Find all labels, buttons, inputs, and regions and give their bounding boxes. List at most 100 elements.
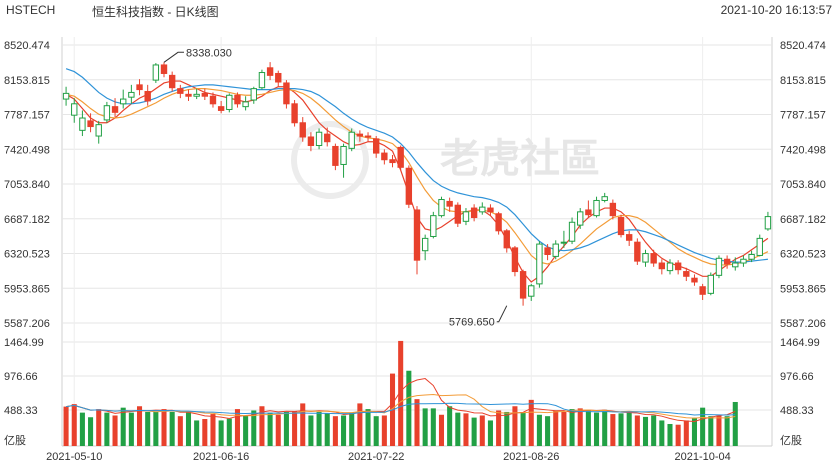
volume-bar [602,409,608,446]
candle-body [601,196,608,201]
candle-body [511,247,519,273]
volume-bar [667,423,673,446]
candle-body [756,237,763,256]
volume-tick-right: 488.33 [780,405,814,417]
volume-bar [112,415,118,446]
candle-body [340,145,347,165]
price-tick-right: 5587.206 [780,318,826,330]
volume-bar [610,414,616,446]
candle-body [699,286,706,295]
volume-bar [169,411,175,446]
candle-body [405,167,413,205]
volume-tick-right: 976.66 [780,371,814,383]
volume-bar [128,412,134,446]
candle-body [544,247,551,255]
candle-body [144,90,151,102]
watermark-logo-ring [291,121,369,199]
candle-body [397,146,404,168]
candle-body [715,257,723,276]
volume-bar [120,407,126,446]
volume-bar [63,406,69,446]
volume-bar [683,420,689,446]
price-tick-left: 7420.498 [4,144,50,156]
price-ma-line [65,68,768,263]
price-tick-left: 8153.815 [4,75,50,87]
index-name-label: 恒生科技指数 - 日K线图 [92,5,219,19]
volume-bar [463,413,469,446]
volume-bar [594,412,600,446]
candle-body [691,277,698,283]
candle-body [152,64,160,81]
candle-body [634,241,641,262]
datetime-label: 2021-10-20 16:13:57 [720,3,832,17]
candle-body [609,202,617,217]
volume-bar [642,416,649,446]
volume-bar [422,408,428,446]
candle-body [234,94,241,105]
candle-body [658,262,666,270]
candle-body [209,95,217,105]
price-tick-right: 6320.523 [780,249,826,261]
price-tick-left: 7053.840 [4,179,50,191]
volume-bar [357,403,363,446]
candle-body [160,64,168,74]
candle-body [617,217,625,236]
volume-bar [267,412,273,446]
price-tick-right: 6687.182 [780,214,826,226]
volume-bar [691,417,698,446]
volume-bar [96,409,102,446]
volume-bar [283,411,289,446]
candle-body [495,213,502,232]
volume-bar [153,411,159,446]
candle-body [62,92,70,100]
candle-body [536,243,543,285]
volume-bar [71,404,77,446]
candle-body [364,135,372,138]
candle-body [519,271,527,299]
annotation-leader [496,305,508,323]
symbol-label: HSTECH [6,3,56,17]
volume-bar [659,420,665,446]
volume-bar [406,370,412,446]
volume-bar [700,407,706,446]
volume-bar [569,409,575,446]
candle-body [291,103,298,124]
volume-bar [332,416,338,446]
volume-bar [520,412,526,446]
candle-body [95,124,102,137]
candle-body [503,230,510,249]
volume-bar [455,412,461,446]
date-tick-label: 2021-05-10 [46,451,102,463]
volume-bar [185,411,192,446]
candle-body [217,106,225,111]
candle-body [707,274,714,294]
candle-body [389,159,396,164]
candle-body [650,253,657,264]
candle-body [79,117,86,131]
volume-bar [300,403,306,446]
date-tick-label: 2021-07-22 [348,451,404,463]
candle-body [87,120,94,128]
candle-body [356,133,364,137]
volume-ma-line [66,402,736,416]
date-tick-label: 2021-06-16 [193,451,249,463]
volume-bar [349,412,355,446]
candle-body [275,72,282,83]
volume-bar [528,399,534,446]
volume-tick-left: 976.66 [4,371,38,383]
candle-body [71,103,78,116]
candle-body [266,67,274,76]
volume-bar [487,420,493,446]
date-tick-label: 2021-10-04 [674,451,730,463]
candle-body [585,209,592,216]
volume-bar [471,417,477,446]
candle-body [177,88,184,94]
volume-bar [226,418,232,446]
candle-body [283,82,290,105]
price-tick-right: 8520.474 [780,40,826,52]
candle-body [185,93,192,97]
volume-bar [398,340,404,446]
candle-body [487,207,494,213]
price-tick-right: 7053.840 [780,179,826,191]
